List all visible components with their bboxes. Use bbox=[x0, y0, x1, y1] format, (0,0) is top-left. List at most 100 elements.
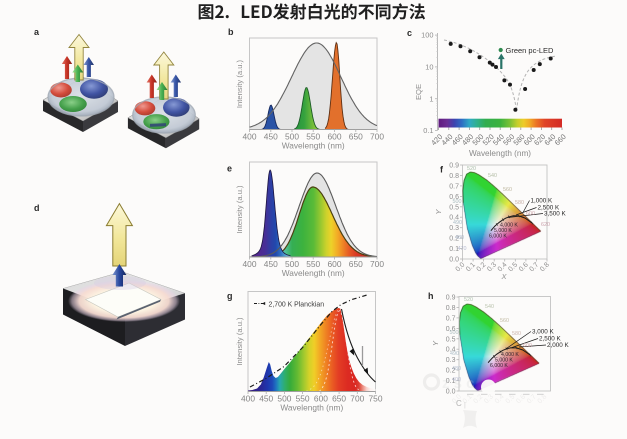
svg-text:0.6: 0.6 bbox=[446, 326, 456, 333]
svg-text:0.1: 0.1 bbox=[449, 246, 459, 253]
svg-text:3,000 K: 3,000 K bbox=[532, 329, 555, 336]
svg-text:0.1: 0.1 bbox=[465, 261, 477, 273]
svg-text:700: 700 bbox=[370, 259, 384, 269]
svg-text:0.0: 0.0 bbox=[455, 261, 467, 273]
svg-text:520: 520 bbox=[467, 166, 476, 172]
svg-text:540: 540 bbox=[485, 304, 494, 310]
svg-text:1,000 K: 1,000 K bbox=[531, 198, 554, 205]
svg-text:0.8: 0.8 bbox=[537, 393, 549, 405]
svg-text:500: 500 bbox=[450, 330, 459, 336]
svg-text:0.3: 0.3 bbox=[446, 357, 456, 364]
svg-text:0.8: 0.8 bbox=[539, 261, 551, 273]
svg-text:0.9: 0.9 bbox=[446, 295, 456, 302]
svg-text:560: 560 bbox=[503, 187, 512, 193]
svg-text:1: 1 bbox=[429, 94, 433, 103]
svg-text:550: 550 bbox=[296, 394, 310, 404]
svg-text:0.5: 0.5 bbox=[507, 261, 519, 273]
svg-text:700: 700 bbox=[350, 394, 364, 404]
svg-text:d: d bbox=[34, 203, 40, 213]
svg-text:Intensity (a.u.): Intensity (a.u.) bbox=[235, 185, 244, 234]
svg-text:0.2: 0.2 bbox=[449, 236, 459, 243]
svg-text:600: 600 bbox=[314, 394, 328, 404]
svg-text:4,000 K: 4,000 K bbox=[501, 352, 519, 358]
svg-text:700: 700 bbox=[370, 132, 384, 142]
svg-text:Wavelength (nm): Wavelength (nm) bbox=[469, 149, 531, 158]
svg-text:Y: Y bbox=[434, 209, 443, 215]
svg-text:Green pc-LED: Green pc-LED bbox=[506, 46, 555, 55]
svg-text:0.4: 0.4 bbox=[497, 261, 509, 273]
svg-text:0.3: 0.3 bbox=[449, 225, 459, 232]
svg-text:0.4: 0.4 bbox=[446, 347, 456, 354]
svg-text:0.4: 0.4 bbox=[449, 215, 459, 222]
svg-text:0.1: 0.1 bbox=[446, 378, 456, 385]
svg-text:500: 500 bbox=[277, 394, 291, 404]
svg-text:X: X bbox=[500, 272, 507, 281]
svg-text:0.0: 0.0 bbox=[446, 389, 456, 396]
svg-text:500: 500 bbox=[285, 132, 299, 142]
svg-text:2,000 K: 2,000 K bbox=[547, 342, 570, 349]
svg-text:g: g bbox=[227, 291, 233, 301]
svg-text:0.4: 0.4 bbox=[494, 393, 506, 405]
svg-text:600: 600 bbox=[328, 259, 342, 269]
svg-text:620: 620 bbox=[541, 222, 550, 228]
svg-text:580: 580 bbox=[515, 200, 524, 206]
svg-text:450: 450 bbox=[264, 132, 278, 142]
svg-text:500: 500 bbox=[453, 199, 462, 205]
svg-text:0.1: 0.1 bbox=[423, 126, 433, 135]
svg-text:0.6: 0.6 bbox=[515, 393, 527, 405]
svg-text:650: 650 bbox=[332, 394, 346, 404]
svg-text:750: 750 bbox=[369, 394, 383, 404]
svg-text:0.2: 0.2 bbox=[446, 368, 456, 375]
svg-text:0.5: 0.5 bbox=[505, 393, 517, 405]
svg-text:Wavelength (nm): Wavelength (nm) bbox=[282, 141, 345, 151]
svg-text:0.1: 0.1 bbox=[462, 393, 474, 405]
svg-text:600: 600 bbox=[328, 132, 342, 142]
svg-text:540: 540 bbox=[488, 173, 497, 179]
svg-text:400: 400 bbox=[243, 259, 257, 269]
svg-text:0.2: 0.2 bbox=[472, 393, 484, 405]
svg-text:100: 100 bbox=[421, 31, 433, 40]
svg-text:550: 550 bbox=[306, 259, 320, 269]
svg-text:560: 560 bbox=[500, 318, 509, 324]
svg-text:0.0: 0.0 bbox=[451, 393, 463, 405]
svg-text:0.3: 0.3 bbox=[486, 261, 498, 273]
svg-text:Y: Y bbox=[431, 340, 440, 346]
svg-text:650: 650 bbox=[349, 132, 363, 142]
svg-text:z s c: z s c bbox=[442, 375, 475, 392]
svg-text:a: a bbox=[34, 27, 40, 37]
svg-text:e: e bbox=[227, 164, 232, 174]
svg-text:400: 400 bbox=[241, 394, 255, 404]
svg-text:0.5: 0.5 bbox=[449, 204, 459, 211]
svg-text:500: 500 bbox=[285, 259, 299, 269]
svg-text:h: h bbox=[428, 291, 434, 301]
svg-text:0.7: 0.7 bbox=[449, 183, 459, 190]
svg-text:550: 550 bbox=[306, 132, 320, 142]
svg-text:c: c bbox=[407, 28, 412, 38]
svg-text:450: 450 bbox=[264, 259, 278, 269]
svg-text:0.3: 0.3 bbox=[483, 393, 495, 405]
svg-text:6,000 K: 6,000 K bbox=[490, 363, 508, 369]
svg-text:600: 600 bbox=[523, 343, 532, 349]
svg-text:0.0: 0.0 bbox=[449, 257, 459, 264]
svg-text:2,700 K Planckian: 2,700 K Planckian bbox=[269, 301, 325, 308]
svg-text:Intensity (a.u.): Intensity (a.u.) bbox=[235, 59, 244, 108]
svg-text:EQE: EQE bbox=[414, 84, 423, 100]
svg-text:f: f bbox=[440, 165, 444, 175]
svg-text:10: 10 bbox=[425, 63, 433, 72]
svg-text:490: 490 bbox=[453, 220, 462, 226]
svg-text:C: C bbox=[456, 399, 462, 408]
svg-text:580: 580 bbox=[512, 331, 521, 337]
svg-text:0.6: 0.6 bbox=[449, 194, 459, 201]
svg-text:0.8: 0.8 bbox=[446, 305, 456, 312]
svg-text:0.7: 0.7 bbox=[526, 393, 538, 405]
svg-text:470: 470 bbox=[458, 246, 467, 252]
svg-text:Intensity (a.u.): Intensity (a.u.) bbox=[235, 317, 244, 366]
svg-text:520: 520 bbox=[464, 297, 473, 303]
svg-text:4,000 K: 4,000 K bbox=[500, 223, 518, 229]
svg-text:Wavelength (nm): Wavelength (nm) bbox=[282, 268, 345, 278]
svg-text:600: 600 bbox=[526, 211, 535, 217]
svg-text:480: 480 bbox=[452, 366, 461, 372]
svg-text:|: | bbox=[464, 402, 466, 409]
svg-text:660: 660 bbox=[553, 132, 568, 147]
svg-text:5,000 K: 5,000 K bbox=[494, 228, 512, 234]
